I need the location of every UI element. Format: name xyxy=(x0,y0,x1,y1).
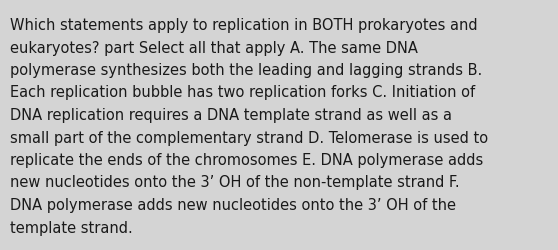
Text: DNA replication requires a DNA template strand as well as a: DNA replication requires a DNA template … xyxy=(10,108,452,122)
Text: template strand.: template strand. xyxy=(10,220,133,234)
Text: small part of the complementary strand D. Telomerase is used to: small part of the complementary strand D… xyxy=(10,130,488,145)
Text: Each replication bubble has two replication forks C. Initiation of: Each replication bubble has two replicat… xyxy=(10,85,475,100)
Text: new nucleotides onto the 3’ OH of the non-template strand F.: new nucleotides onto the 3’ OH of the no… xyxy=(10,175,460,190)
Text: polymerase synthesizes both the leading and lagging strands B.: polymerase synthesizes both the leading … xyxy=(10,63,482,78)
Text: DNA polymerase adds new nucleotides onto the 3’ OH of the: DNA polymerase adds new nucleotides onto… xyxy=(10,197,456,212)
Text: eukaryotes? part Select all that apply A. The same DNA: eukaryotes? part Select all that apply A… xyxy=(10,40,418,55)
Text: Which statements apply to replication in BOTH prokaryotes and: Which statements apply to replication in… xyxy=(10,18,478,33)
Text: replicate the ends of the chromosomes E. DNA polymerase adds: replicate the ends of the chromosomes E.… xyxy=(10,152,483,167)
